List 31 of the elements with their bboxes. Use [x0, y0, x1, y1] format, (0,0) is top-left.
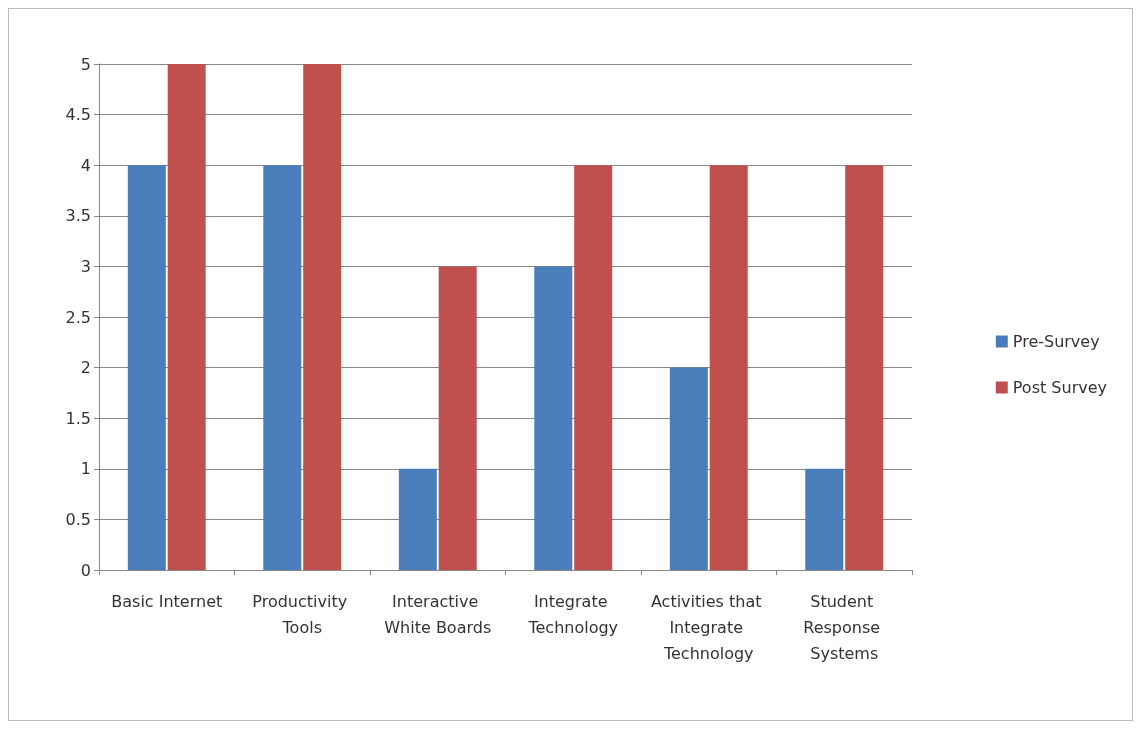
y-tick-label: 2.5 [65, 307, 91, 327]
y-tick-label: 1.5 [65, 408, 91, 428]
y-tick-label: 4 [80, 155, 91, 175]
x-tick-label: Interactive White Boards [384, 591, 492, 637]
legend-label: Post Survey [1012, 378, 1107, 397]
y-tick-label: 4.5 [65, 105, 91, 125]
bar [574, 165, 613, 570]
bar [127, 165, 166, 570]
x-tick-label: Productivity Tools [252, 591, 353, 637]
bar [669, 367, 708, 570]
y-tick-label: 3.5 [65, 206, 91, 226]
y-tick-label: 0.5 [65, 509, 91, 529]
x-tick-label: Integrate Technology [527, 591, 619, 637]
bar [263, 165, 302, 570]
bar [805, 468, 844, 570]
x-tick-label: Activities that Integrate Technology [650, 591, 767, 663]
legend-label: Pre-Survey [1012, 332, 1100, 351]
y-tick-label: 5 [80, 54, 91, 74]
bar [303, 64, 342, 570]
bar [534, 266, 573, 570]
y-tick-label: 2 [80, 358, 91, 378]
bar [845, 165, 884, 570]
bar [167, 64, 206, 570]
bar [709, 165, 748, 570]
x-tick-label: Basic Internet [111, 591, 223, 611]
y-tick-label: 0 [80, 560, 91, 580]
y-tick-label: 1 [80, 459, 91, 479]
x-tick-label: Student Response Systems [803, 591, 886, 663]
bar [398, 468, 437, 570]
y-tick-label: 3 [80, 256, 91, 276]
bar [438, 266, 477, 570]
